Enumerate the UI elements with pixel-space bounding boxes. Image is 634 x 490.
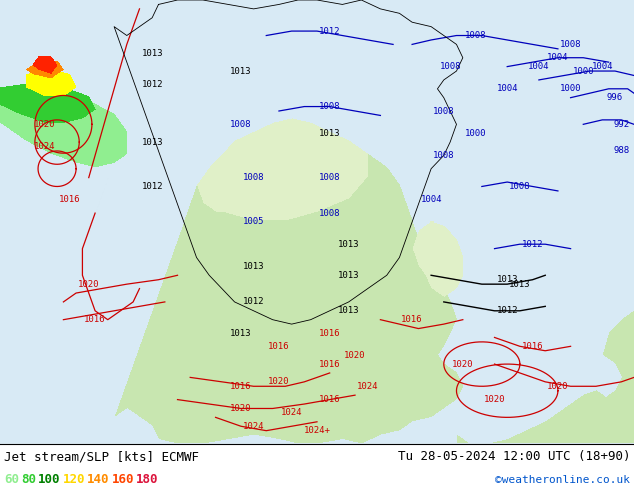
Text: 1020: 1020 <box>34 120 55 129</box>
Text: 1020: 1020 <box>452 360 474 368</box>
Text: 992: 992 <box>613 120 630 129</box>
Text: 1013: 1013 <box>141 138 163 147</box>
Text: 1016: 1016 <box>230 382 252 391</box>
Text: 1004: 1004 <box>420 196 442 204</box>
Text: 1020: 1020 <box>344 351 366 360</box>
Text: 1012: 1012 <box>496 306 518 315</box>
Text: 1013: 1013 <box>496 275 518 284</box>
Text: 1004: 1004 <box>496 84 518 93</box>
Text: 1004: 1004 <box>592 62 613 71</box>
Text: 1008: 1008 <box>433 151 455 160</box>
Text: 1008: 1008 <box>465 31 486 40</box>
Text: 180: 180 <box>136 473 158 487</box>
Text: 1012: 1012 <box>522 240 543 249</box>
Text: 1012: 1012 <box>141 80 163 89</box>
Text: 1016: 1016 <box>319 360 340 368</box>
Text: 1013: 1013 <box>230 67 252 75</box>
Text: 1008: 1008 <box>433 106 455 116</box>
Text: 1004: 1004 <box>547 53 569 62</box>
Text: 1008: 1008 <box>509 182 531 191</box>
Text: 160: 160 <box>112 473 134 487</box>
Text: Tu 28-05-2024 12:00 UTC (18+90): Tu 28-05-2024 12:00 UTC (18+90) <box>398 450 630 464</box>
Bar <box>0 444 634 490</box>
Text: 1013: 1013 <box>338 271 359 280</box>
Text: 1013: 1013 <box>141 49 163 58</box>
Text: 100: 100 <box>38 473 60 487</box>
Text: 1024: 1024 <box>34 142 55 151</box>
Text: 1008: 1008 <box>439 62 461 71</box>
Text: 1008: 1008 <box>243 173 264 182</box>
Text: 1008: 1008 <box>230 120 252 129</box>
Text: 60: 60 <box>4 473 19 487</box>
Text: 1012: 1012 <box>243 297 264 306</box>
Text: 1020: 1020 <box>547 382 569 391</box>
Text: 1008: 1008 <box>560 40 581 49</box>
Text: 1013: 1013 <box>243 262 264 271</box>
Text: Jet stream/SLP [kts] ECMWF: Jet stream/SLP [kts] ECMWF <box>4 450 199 464</box>
Text: 1013: 1013 <box>319 129 340 138</box>
Text: 140: 140 <box>87 473 110 487</box>
Text: 1012: 1012 <box>141 182 163 191</box>
Text: 1000: 1000 <box>465 129 486 138</box>
Text: 1000: 1000 <box>573 67 594 75</box>
Text: 1016: 1016 <box>319 328 340 338</box>
Text: 988: 988 <box>613 147 630 155</box>
Text: 1020: 1020 <box>268 377 290 386</box>
Text: 1004: 1004 <box>528 62 550 71</box>
Text: 1013: 1013 <box>338 240 359 249</box>
Text: 1024: 1024 <box>357 382 378 391</box>
Text: 1020: 1020 <box>484 395 505 404</box>
Text: 1020: 1020 <box>230 404 252 413</box>
Text: 1005: 1005 <box>243 218 264 226</box>
Text: 1013: 1013 <box>338 306 359 315</box>
Text: 1008: 1008 <box>319 173 340 182</box>
Text: 80: 80 <box>21 473 36 487</box>
Text: 1020: 1020 <box>78 280 100 289</box>
Text: 1013: 1013 <box>230 328 252 338</box>
Text: 1016: 1016 <box>59 196 81 204</box>
Text: 1000: 1000 <box>560 84 581 93</box>
Text: 1016: 1016 <box>522 342 543 351</box>
Text: 1008: 1008 <box>319 209 340 218</box>
Text: 1012: 1012 <box>319 26 340 36</box>
Text: 1016: 1016 <box>401 315 423 324</box>
Text: 1016: 1016 <box>84 315 106 324</box>
Text: ©weatheronline.co.uk: ©weatheronline.co.uk <box>495 475 630 485</box>
Text: 1016: 1016 <box>319 395 340 404</box>
Text: 996: 996 <box>607 93 623 102</box>
Text: 1024+: 1024+ <box>304 426 330 435</box>
Text: 1016: 1016 <box>268 342 290 351</box>
Text: 1024: 1024 <box>243 422 264 431</box>
Text: 120: 120 <box>63 473 85 487</box>
Text: 1008: 1008 <box>319 102 340 111</box>
Text: 1024: 1024 <box>281 409 302 417</box>
Text: 1013: 1013 <box>509 280 531 289</box>
